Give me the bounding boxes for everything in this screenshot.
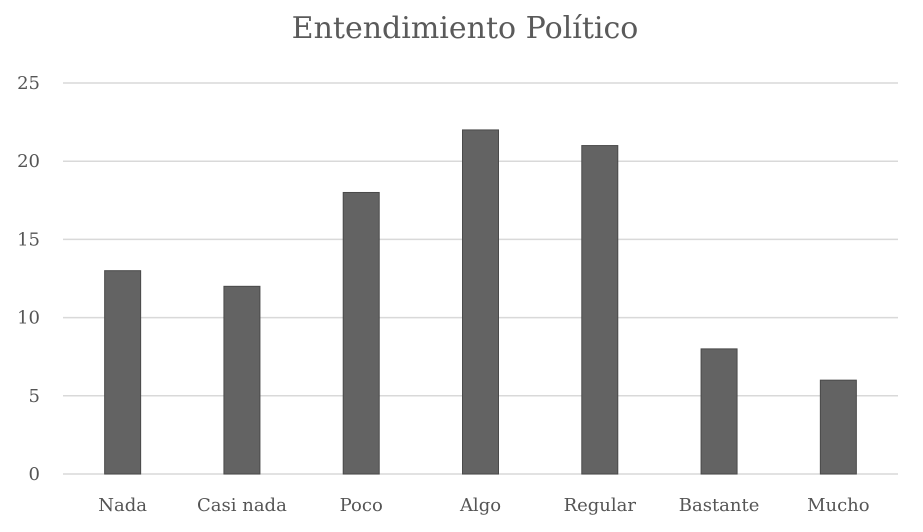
x-tick-label: Algo [459,495,501,516]
x-tick-label: Mucho [807,495,870,516]
chart-title: Entendimiento Político [292,11,639,46]
y-tick-label: 25 [17,73,40,94]
bar-bastante [700,348,738,475]
x-tick-label: Casi nada [197,495,287,516]
y-tick-label: 0 [29,464,40,485]
x-axis-ticks: Nada Casi nada Poco Algo Regular Bastante Much… [98,495,869,516]
y-tick-label: 10 [17,308,40,329]
bar-casi-nada [223,285,261,475]
bars [104,129,857,475]
y-tick-label: 15 [17,229,40,250]
x-tick-label: Regular [564,495,637,516]
x-tick-label: Nada [98,495,147,516]
bar-algo [462,129,499,475]
x-tick-label: Poco [340,495,383,516]
y-tick-label: 20 [17,151,40,172]
y-axis-ticks: 0 5 10 15 20 25 [17,73,40,485]
bar-mucho [819,379,857,475]
bar-poco [342,191,380,475]
y-tick-label: 5 [29,386,40,407]
bar-nada [104,270,142,475]
x-tick-label: Bastante [679,495,760,516]
bar-regular [581,145,619,475]
